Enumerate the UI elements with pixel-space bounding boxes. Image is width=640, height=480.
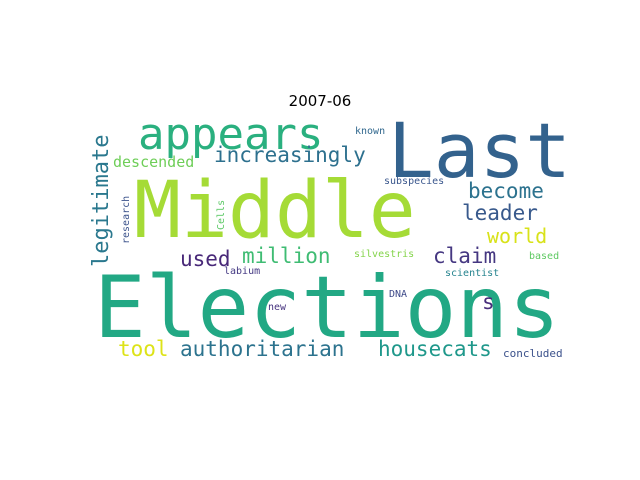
word-based: based xyxy=(529,251,560,262)
word-elections: Elections xyxy=(94,258,560,358)
word-subspecies: subspecies xyxy=(384,176,445,187)
word-dna: DNA xyxy=(389,289,408,300)
word-cloud: Elections Middle Last appears increasing… xyxy=(89,113,571,374)
word-research: research xyxy=(121,195,132,244)
word-silvestris: silvestris xyxy=(354,249,415,260)
word-housecats: housecats xyxy=(378,337,492,361)
word-increasingly: increasingly xyxy=(214,143,366,167)
word-million: million xyxy=(242,244,331,268)
word-concluded: concluded xyxy=(503,347,563,360)
word-new: new xyxy=(268,302,287,313)
word-scientist: scientist xyxy=(445,268,500,279)
word-s: s xyxy=(482,290,495,314)
word-middle: Middle xyxy=(134,166,416,256)
word-authoritarian: authoritarian xyxy=(180,337,345,361)
word-legitimate: legitimate xyxy=(89,134,114,267)
word-descended: descended xyxy=(113,153,195,171)
word-tool: tool xyxy=(118,337,169,361)
chart-title: 2007-06 xyxy=(288,92,352,110)
word-used: used xyxy=(180,247,231,271)
word-appears: appears xyxy=(138,109,324,160)
word-leader: leader xyxy=(462,201,538,225)
word-known: known xyxy=(355,126,386,137)
word-labium: labium xyxy=(224,266,261,277)
word-claim: claim xyxy=(433,244,497,268)
word-last: Last xyxy=(388,106,572,195)
word-cells: Cells xyxy=(216,199,227,230)
word-become: become xyxy=(468,179,544,203)
word-world: world xyxy=(487,224,548,248)
